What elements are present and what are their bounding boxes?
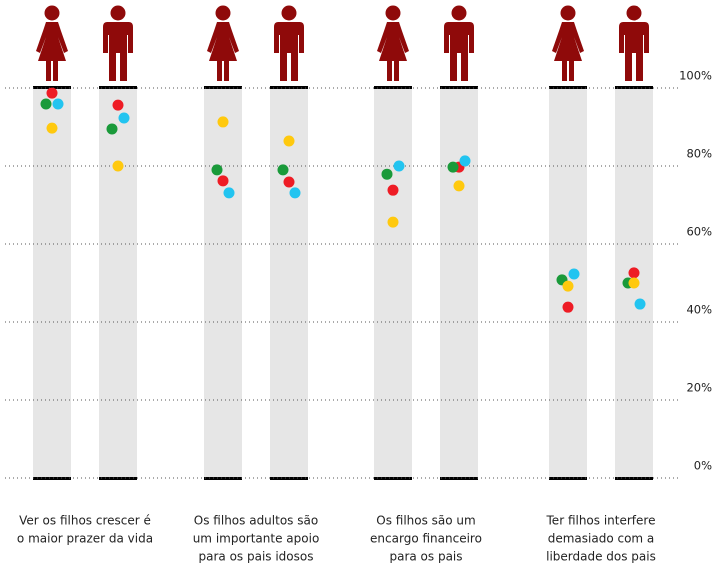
y-tick-label: 0% [694, 459, 712, 473]
female-icon [207, 5, 239, 81]
dot [106, 123, 118, 135]
column [374, 88, 412, 478]
column-cap [549, 86, 587, 89]
dot [381, 168, 393, 180]
category-label: Ver os filhos crescer é [19, 514, 151, 528]
category-label: um importante apoio [193, 532, 320, 546]
dot [217, 116, 229, 128]
category-label: para os pais [389, 550, 462, 564]
category-label: encargo financeiro [370, 532, 482, 546]
column [270, 88, 308, 478]
column-base [549, 477, 587, 480]
female-icon [552, 5, 584, 81]
column-cap [440, 86, 478, 89]
dot [387, 184, 399, 196]
dot [289, 187, 301, 199]
column [204, 88, 242, 478]
dot [52, 98, 64, 110]
male-icon [274, 5, 304, 81]
column-cap [204, 86, 242, 89]
dot [393, 160, 405, 172]
dot [562, 301, 574, 313]
dot [634, 298, 646, 310]
column-base [440, 477, 478, 480]
column [99, 88, 137, 478]
female-icon [377, 5, 409, 81]
column-base [204, 477, 242, 480]
female-icon [36, 5, 68, 81]
y-tick-label: 100% [679, 69, 712, 83]
category-label: liberdade dos pais [546, 550, 656, 564]
male-icon [444, 5, 474, 81]
dot [46, 87, 58, 99]
category-label: o maior prazer da vida [17, 532, 153, 546]
dot [387, 216, 399, 228]
male-icon [619, 5, 649, 81]
y-tick-label: 80% [686, 147, 712, 161]
y-tick-label: 40% [686, 303, 712, 317]
dot [46, 122, 58, 134]
plot: 0% 20% 40% 60% 80% 100% Ver os filhos crescer … [5, 5, 712, 564]
category-label: Os filhos adultos são [194, 514, 318, 528]
category-label: para os pais idosos [199, 550, 314, 564]
category-label: demasiado com a [548, 532, 655, 546]
male-icon [103, 5, 133, 81]
column-cap [33, 86, 71, 89]
dot [40, 98, 52, 110]
dot [112, 99, 124, 111]
dot [628, 267, 640, 279]
dot [453, 180, 465, 192]
dot [277, 164, 289, 176]
dot [459, 155, 471, 167]
column-base [33, 477, 71, 480]
category-label: Os filhos são um [376, 514, 475, 528]
dot [217, 175, 229, 187]
dot [223, 187, 235, 199]
dot [562, 280, 574, 292]
dot [283, 135, 295, 147]
y-tick-label: 60% [686, 225, 712, 239]
category-label: Ter filhos interfere [546, 514, 656, 528]
dot [112, 160, 124, 172]
dot [211, 164, 223, 176]
column [440, 88, 478, 478]
column [33, 88, 71, 478]
dot [568, 268, 580, 280]
dot [447, 161, 459, 173]
y-tick-label: 20% [686, 381, 712, 395]
dot [628, 277, 640, 289]
dot [118, 112, 130, 124]
dot [283, 176, 295, 188]
